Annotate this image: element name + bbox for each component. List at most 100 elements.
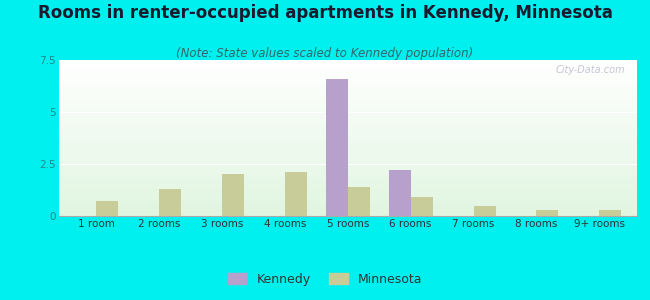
Bar bbox=[58, 122, 637, 123]
Bar bbox=[58, 144, 637, 145]
Bar bbox=[58, 99, 637, 100]
Bar bbox=[58, 214, 637, 215]
Bar bbox=[58, 212, 637, 213]
Bar bbox=[58, 78, 637, 79]
Bar bbox=[159, 189, 181, 216]
Bar bbox=[58, 199, 637, 200]
Bar bbox=[58, 158, 637, 159]
Bar bbox=[58, 112, 637, 113]
Bar bbox=[58, 65, 637, 66]
Bar bbox=[58, 128, 637, 129]
Bar bbox=[58, 165, 637, 166]
Bar bbox=[58, 141, 637, 142]
Bar bbox=[58, 120, 637, 121]
Bar bbox=[58, 80, 637, 81]
Bar bbox=[58, 77, 637, 78]
Bar bbox=[58, 89, 637, 90]
Bar bbox=[58, 79, 637, 80]
Bar bbox=[58, 213, 637, 214]
Bar bbox=[58, 160, 637, 161]
Text: City-Data.com: City-Data.com bbox=[556, 65, 625, 75]
Bar bbox=[58, 68, 637, 69]
Bar bbox=[58, 210, 637, 211]
Bar bbox=[58, 84, 637, 85]
Bar bbox=[58, 91, 637, 92]
Bar bbox=[58, 94, 637, 95]
Bar bbox=[58, 177, 637, 178]
Bar bbox=[58, 104, 637, 105]
Bar bbox=[58, 87, 637, 88]
Bar bbox=[58, 185, 637, 186]
Bar bbox=[58, 127, 637, 128]
Bar bbox=[58, 179, 637, 180]
Bar bbox=[58, 95, 637, 96]
Bar bbox=[58, 172, 637, 173]
Bar bbox=[58, 85, 637, 86]
Bar bbox=[58, 105, 637, 106]
Bar bbox=[58, 114, 637, 115]
Bar bbox=[58, 70, 637, 71]
Bar bbox=[96, 201, 118, 216]
Text: Rooms in renter-occupied apartments in Kennedy, Minnesota: Rooms in renter-occupied apartments in K… bbox=[38, 4, 612, 22]
Bar bbox=[58, 188, 637, 189]
Bar bbox=[58, 118, 637, 119]
Bar bbox=[58, 60, 637, 61]
Bar bbox=[58, 108, 637, 109]
Bar bbox=[58, 171, 637, 172]
Bar bbox=[58, 132, 637, 133]
Bar bbox=[58, 147, 637, 148]
Bar bbox=[58, 149, 637, 150]
Bar bbox=[58, 67, 637, 68]
Bar bbox=[58, 176, 637, 177]
Bar bbox=[58, 113, 637, 114]
Bar bbox=[58, 138, 637, 139]
Bar bbox=[58, 73, 637, 74]
Bar bbox=[58, 130, 637, 131]
Bar bbox=[58, 148, 637, 149]
Bar bbox=[58, 178, 637, 179]
Bar bbox=[58, 162, 637, 163]
Bar bbox=[58, 187, 637, 188]
Bar bbox=[58, 167, 637, 168]
Bar bbox=[58, 201, 637, 202]
Bar bbox=[58, 129, 637, 130]
Bar bbox=[348, 187, 370, 216]
Bar bbox=[58, 62, 637, 63]
Bar bbox=[58, 75, 637, 76]
Bar bbox=[58, 135, 637, 136]
Bar bbox=[58, 102, 637, 103]
Bar bbox=[58, 72, 637, 73]
Bar bbox=[58, 125, 637, 126]
Bar bbox=[58, 133, 637, 134]
Bar bbox=[58, 96, 637, 97]
Bar bbox=[58, 181, 637, 182]
Bar bbox=[58, 115, 637, 116]
Bar bbox=[58, 211, 637, 212]
Bar bbox=[58, 117, 637, 118]
Bar bbox=[326, 79, 348, 216]
Text: (Note: State values scaled to Kennedy population): (Note: State values scaled to Kennedy po… bbox=[176, 46, 474, 59]
Bar bbox=[58, 126, 637, 127]
Legend: Kennedy, Minnesota: Kennedy, Minnesota bbox=[222, 268, 428, 291]
Bar bbox=[58, 118, 637, 119]
Bar bbox=[58, 71, 637, 72]
Bar bbox=[58, 204, 637, 205]
Bar bbox=[58, 146, 637, 147]
Bar bbox=[58, 198, 637, 199]
Bar bbox=[536, 210, 558, 216]
Bar bbox=[58, 150, 637, 151]
Bar bbox=[58, 64, 637, 65]
Bar bbox=[58, 81, 637, 82]
Bar bbox=[473, 206, 495, 216]
Bar bbox=[58, 83, 637, 84]
Bar bbox=[58, 195, 637, 196]
Bar bbox=[58, 74, 637, 75]
Bar bbox=[58, 142, 637, 143]
Bar bbox=[58, 93, 637, 94]
Bar bbox=[58, 106, 637, 107]
Bar bbox=[58, 207, 637, 208]
Bar bbox=[58, 109, 637, 110]
Bar bbox=[58, 123, 637, 124]
Bar bbox=[58, 90, 637, 91]
Bar bbox=[58, 189, 637, 190]
